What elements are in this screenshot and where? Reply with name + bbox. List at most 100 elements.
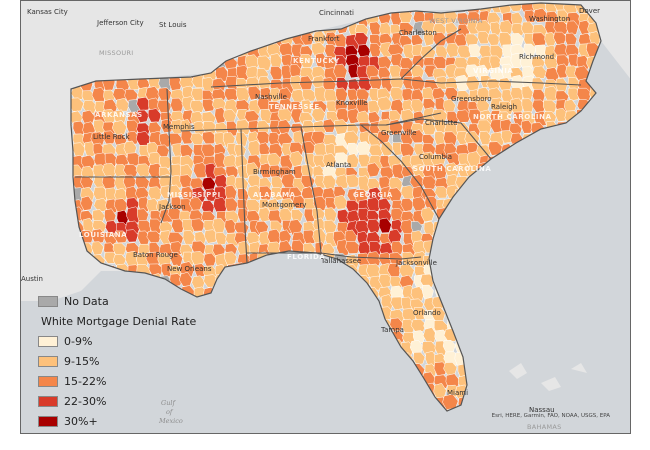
county-polygon[interactable] [576,307,591,322]
county-polygon[interactable] [399,386,415,402]
county-polygon[interactable] [334,351,349,367]
county-polygon[interactable] [135,330,151,347]
county-polygon[interactable] [597,121,612,139]
county-polygon[interactable] [498,395,513,410]
county-polygon[interactable] [609,111,621,125]
county-polygon[interactable] [111,120,128,136]
county-polygon[interactable] [223,274,239,291]
county-polygon[interactable] [444,87,459,102]
county-polygon[interactable] [521,372,538,388]
county-polygon[interactable] [564,297,579,311]
county-polygon[interactable] [301,306,315,324]
county-polygon[interactable] [114,329,129,345]
county-polygon[interactable] [576,118,591,135]
county-polygon[interactable] [500,175,516,188]
county-polygon[interactable] [356,88,370,103]
county-polygon[interactable] [322,431,336,434]
county-polygon[interactable] [216,420,229,434]
county-polygon[interactable] [491,420,504,434]
county-polygon[interactable] [541,207,556,223]
county-polygon[interactable] [138,429,152,434]
county-polygon[interactable] [465,231,479,245]
county-polygon[interactable] [554,396,570,411]
county-polygon[interactable] [334,417,350,429]
county-polygon[interactable] [455,328,472,345]
county-polygon[interactable] [194,263,207,278]
county-polygon[interactable] [612,177,624,191]
county-polygon[interactable] [146,394,163,408]
county-polygon[interactable] [222,419,236,434]
county-polygon[interactable] [489,321,503,336]
county-polygon[interactable] [202,319,217,334]
county-polygon[interactable] [334,372,352,388]
county-polygon[interactable] [501,287,515,302]
county-polygon[interactable] [487,244,501,260]
county-polygon[interactable] [91,241,104,256]
county-polygon[interactable] [300,429,315,434]
county-polygon[interactable] [534,297,549,312]
county-polygon[interactable] [138,362,153,379]
county-polygon[interactable] [596,196,610,212]
county-polygon[interactable] [586,393,600,410]
county-polygon[interactable] [313,383,329,400]
county-polygon[interactable] [80,430,95,434]
county-polygon[interactable] [271,417,283,433]
county-polygon[interactable] [334,406,350,423]
county-polygon[interactable] [579,329,592,345]
county-polygon[interactable] [370,427,385,434]
county-polygon[interactable] [245,276,261,293]
county-polygon[interactable] [202,364,218,380]
county-polygon[interactable] [366,364,382,378]
county-polygon[interactable] [566,371,582,390]
county-polygon[interactable] [292,384,307,400]
choropleth-map[interactable]: Kansas City Jefferson City St Louis Cinc… [21,1,631,434]
county-polygon[interactable] [420,207,435,223]
county-polygon[interactable] [125,274,141,291]
county-polygon[interactable] [597,297,611,314]
county-polygon[interactable] [588,295,602,312]
county-polygon[interactable] [345,430,358,434]
county-polygon[interactable] [368,372,382,389]
county-polygon[interactable] [149,283,165,301]
county-polygon[interactable] [292,328,307,343]
county-polygon[interactable] [510,287,526,303]
county-polygon[interactable] [345,241,361,254]
county-polygon[interactable] [443,262,458,277]
county-polygon[interactable] [391,428,403,434]
county-polygon[interactable] [291,362,306,378]
county-polygon[interactable] [556,220,570,236]
county-polygon[interactable] [280,309,296,325]
county-polygon[interactable] [159,376,173,393]
county-polygon[interactable] [146,418,159,434]
county-polygon[interactable] [223,318,240,335]
county-polygon[interactable] [610,263,624,277]
county-polygon[interactable] [222,352,238,368]
county-polygon[interactable] [226,373,242,389]
county-polygon[interactable] [412,396,426,411]
county-polygon[interactable] [610,119,622,132]
county-polygon[interactable] [389,317,404,332]
county-polygon[interactable] [302,316,316,332]
county-polygon[interactable] [355,350,371,369]
county-polygon[interactable] [511,275,525,290]
county-polygon[interactable] [409,374,423,390]
county-polygon[interactable] [544,31,557,47]
county-polygon[interactable] [201,143,217,158]
county-polygon[interactable] [519,253,534,268]
county-polygon[interactable] [324,207,338,223]
county-polygon[interactable] [432,31,448,47]
county-polygon[interactable] [200,395,215,411]
county-polygon[interactable] [102,276,117,289]
county-polygon[interactable] [147,353,162,368]
county-polygon[interactable] [556,431,570,434]
county-polygon[interactable] [490,209,504,224]
county-polygon[interactable] [310,330,325,346]
county-polygon[interactable] [465,195,478,211]
county-polygon[interactable] [370,385,383,402]
county-polygon[interactable] [235,86,251,104]
county-polygon[interactable] [599,143,612,159]
county-polygon[interactable] [268,328,285,343]
county-polygon[interactable] [135,372,151,389]
county-polygon[interactable] [565,196,579,212]
county-polygon[interactable] [543,263,556,279]
